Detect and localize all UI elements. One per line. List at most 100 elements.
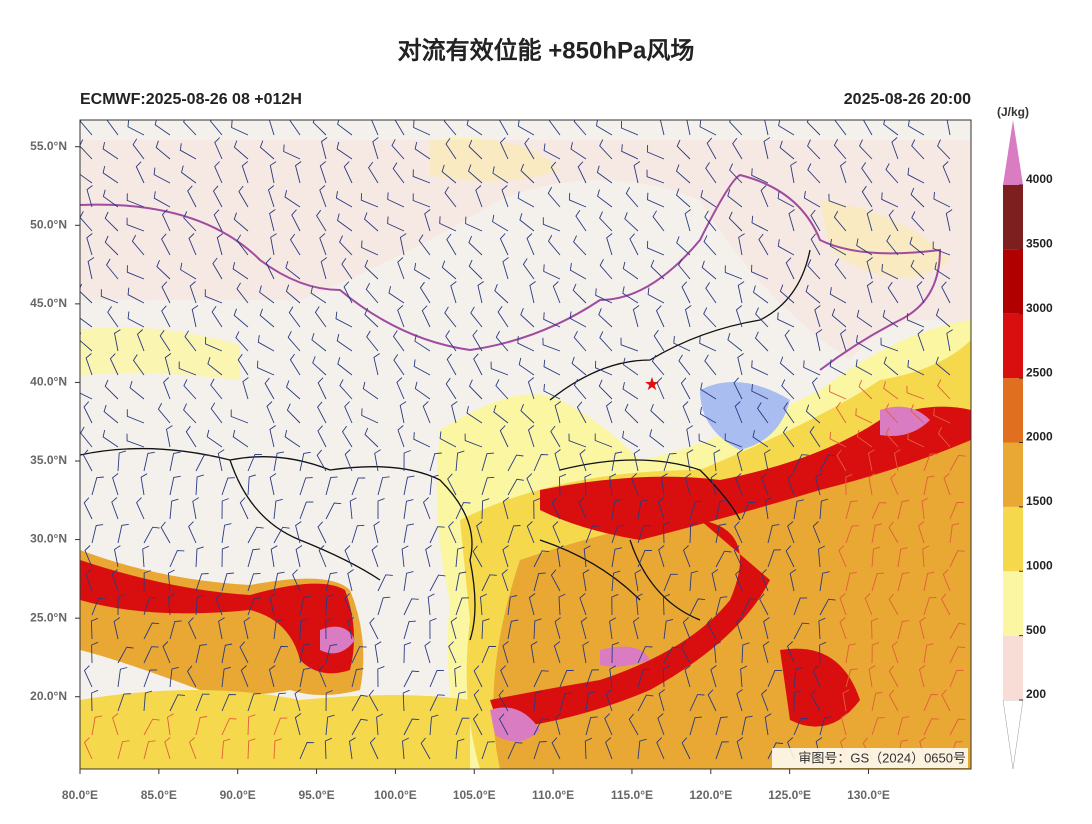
wind-barb [585, 525, 600, 544]
wind-barb [778, 120, 795, 136]
wind-barb [295, 521, 302, 544]
wind-barb [320, 257, 328, 280]
wind-barb [397, 257, 405, 280]
wind-barb [85, 353, 93, 376]
wind-barb [684, 665, 691, 688]
wind-barb [868, 665, 876, 688]
wind-barb [490, 361, 509, 376]
wind-barb [294, 689, 301, 712]
wind-barb [736, 689, 743, 712]
wind-barb [547, 186, 561, 208]
y-tick-label: 40.0°N [30, 375, 67, 389]
wind-barb [403, 670, 420, 688]
wind-barb [492, 166, 509, 184]
wind-barb [402, 737, 409, 760]
wind-barb [161, 233, 171, 256]
wind-barb [764, 713, 772, 736]
wind-barb [232, 429, 249, 448]
wind-barb [559, 692, 573, 712]
wind-barb [845, 643, 856, 664]
wind-barb [204, 289, 223, 304]
wind-barb [941, 281, 951, 304]
wind-barb [160, 521, 171, 544]
wind-barb [932, 241, 951, 256]
wind-barb [259, 285, 275, 304]
wind-barb [597, 189, 613, 208]
wind-barb [885, 163, 899, 184]
wind-barb [888, 665, 899, 688]
wind-barb [653, 329, 665, 352]
wind-barb [611, 570, 621, 592]
wind-barb [466, 406, 483, 424]
wind-barb [527, 425, 535, 448]
wind-barb [221, 694, 237, 712]
wind-barb [299, 667, 311, 688]
wind-barb [609, 617, 616, 640]
wind-barb [941, 689, 951, 712]
wind-barb [689, 570, 699, 592]
wind-barb [573, 378, 587, 400]
wind-barb [885, 427, 899, 448]
wind-barb [611, 499, 622, 520]
wind-barb [682, 401, 691, 424]
wind-barb [83, 497, 93, 520]
wind-barb [663, 452, 677, 472]
wind-barb [596, 120, 613, 136]
wind-barb [935, 308, 951, 328]
wind-barb [195, 454, 212, 472]
wind-barb [320, 137, 328, 160]
wind-barb [169, 475, 181, 496]
wind-barb [169, 451, 181, 472]
wind-barb [833, 138, 847, 160]
wind-barb [803, 360, 821, 376]
wind-barb [143, 597, 157, 616]
wind-barb [501, 569, 509, 592]
wind-barb [387, 216, 405, 232]
wind-barb [377, 476, 390, 496]
wind-barb [763, 449, 771, 472]
wind-barb [267, 185, 275, 208]
wind-barb [319, 185, 327, 208]
wind-barb [819, 498, 829, 520]
wind-barb [247, 572, 261, 592]
wind-barb [243, 617, 251, 640]
wind-barb [429, 694, 445, 712]
wind-barb [646, 169, 665, 184]
wind-barb [810, 209, 821, 232]
wind-barb [269, 593, 277, 616]
wind-barb [777, 191, 795, 208]
wind-barb [599, 331, 613, 352]
wind-barb [268, 120, 275, 136]
wind-barb [495, 330, 509, 352]
wind-barb [707, 689, 717, 712]
wind-barb [784, 329, 795, 352]
wind-barb [429, 669, 445, 688]
wind-barb [183, 403, 197, 424]
wind-barb [637, 499, 648, 520]
wind-barb [787, 473, 795, 496]
wind-barb [767, 524, 780, 544]
wind-barb [779, 284, 795, 304]
wind-barb [214, 161, 223, 184]
x-tick-label: 115.0°E [611, 788, 653, 802]
wind-barb [807, 259, 821, 280]
wind-barb [552, 281, 561, 304]
wind-barb [183, 379, 197, 400]
wind-barb [401, 545, 409, 568]
wind-barb [161, 305, 171, 328]
wind-barb [605, 737, 613, 760]
wind-barb [676, 139, 691, 160]
wind-barb [829, 384, 847, 400]
wind-barb [751, 215, 769, 232]
wind-barb [663, 646, 680, 664]
wind-barb [530, 641, 538, 664]
wind-barb [273, 717, 288, 736]
wind-barb [885, 403, 899, 424]
wind-barb [87, 257, 95, 280]
wind-barb [526, 473, 535, 496]
wind-barb [871, 546, 881, 568]
wind-barb [637, 549, 652, 568]
wind-barb [259, 308, 275, 328]
wind-barb [498, 689, 509, 712]
wind-barb [622, 261, 639, 280]
